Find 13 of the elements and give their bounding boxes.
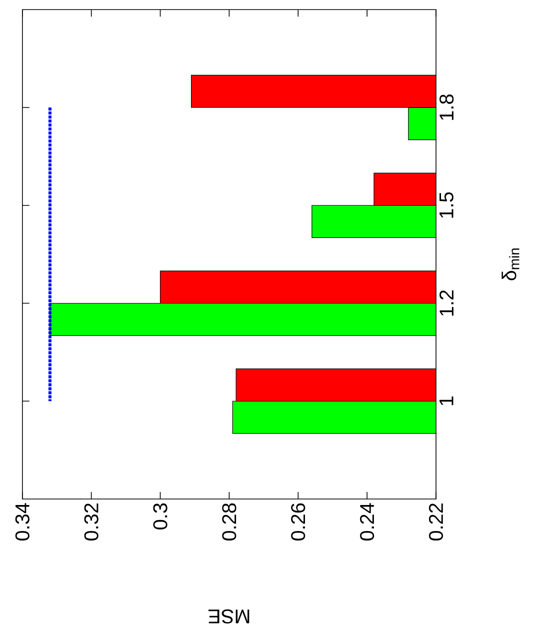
- x-tick-label: 0.34: [15, 503, 30, 541]
- y-tick-label: 1.8: [440, 94, 454, 120]
- x-tick-label: 0.32: [84, 504, 98, 541]
- x-tick-label: 0.26: [291, 503, 306, 541]
- x-axis-title: MSE: [208, 609, 250, 624]
- y-axis-title: δ$_{min}$: [502, 248, 520, 280]
- x-tick-label: 0.3: [153, 503, 168, 530]
- y-tick-label: 1: [440, 396, 454, 406]
- x-tick-label: 0.22: [428, 504, 444, 541]
- x-tick-label: 0.24: [360, 503, 374, 541]
- y-tick-label: 1.2: [440, 290, 454, 316]
- x-tick-label: 0.28: [222, 503, 236, 541]
- y-tick-label: 1.5: [440, 192, 454, 218]
